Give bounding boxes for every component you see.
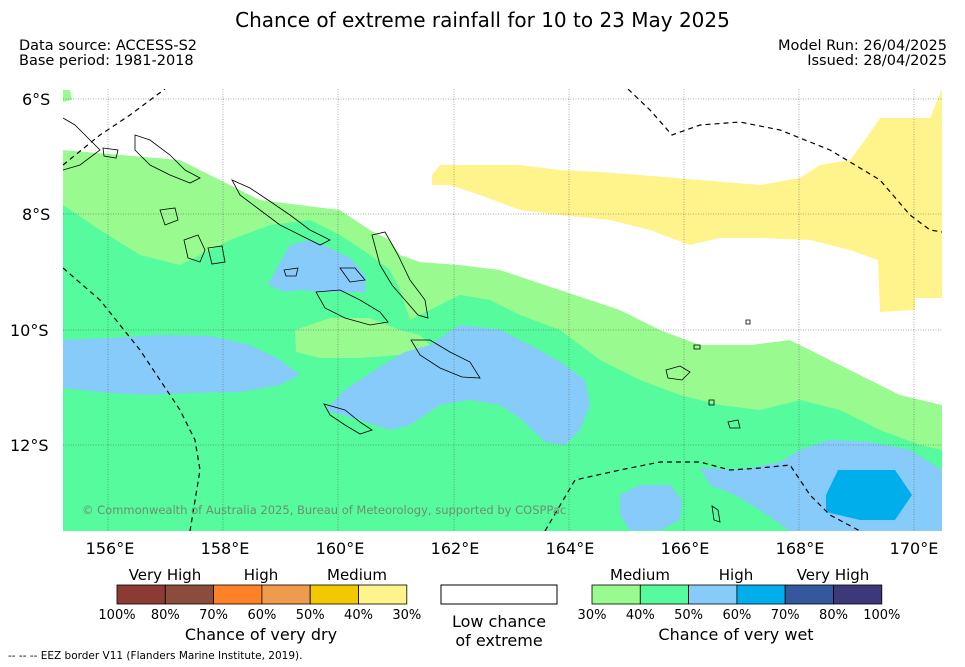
legend-wet-swatches (591, 584, 883, 605)
legend-dry-swatches (116, 584, 408, 605)
gridlines (63, 89, 942, 531)
data-source-text: Data source: ACCESS-S2 (19, 38, 198, 54)
legend-dry-cat-medium: Medium (327, 566, 387, 584)
lat-label-6s: 6°S (22, 90, 50, 109)
region-wet-medium-patch (295, 318, 430, 358)
legend-wet-caption: Chance of very wet (658, 625, 813, 644)
region-wet-blue-top (268, 240, 366, 292)
legend_wet-tick-label: 60% (722, 608, 751, 623)
legend_dry-swatch (164, 584, 215, 605)
lon-label-164e: 164°E (546, 539, 595, 558)
lon-label-166e: 166°E (661, 539, 710, 558)
eez-footer-note: -- -- -- EEZ border V11 (Flanders Marine… (8, 650, 303, 662)
legend_wet-swatch (639, 584, 689, 605)
legend_dry-tick-label: 60% (247, 608, 276, 623)
legend-wet-ticks: 30% 40% 50% 60% 70% 80% 100% (578, 608, 901, 623)
legend-low-swatch (440, 584, 558, 605)
legend_wet-tick-label: 30% (578, 608, 607, 623)
issued-text: Issued: 28/04/2025 (807, 53, 947, 69)
lon-label-170e: 170°E (890, 539, 939, 558)
region-low-top (63, 89, 942, 405)
map-plot-area: © Commonwealth of Australia 2025, Bureau… (63, 89, 942, 531)
legend_dry-tick-label: 100% (98, 608, 135, 623)
legend_dry-swatch (358, 584, 408, 605)
copyright-text: © Commonwealth of Australia 2025, Bureau… (82, 503, 566, 517)
lat-label-12s: 12°S (10, 436, 49, 455)
lon-label-156e: 156°E (86, 539, 135, 558)
legend-dry-ticks: 100% 80% 70% 60% 50% 40% 30% (98, 608, 421, 623)
legend-dry: Very High High Medium 100% 80% 70% 60% 50% 40… (98, 566, 421, 644)
legend_wet-tick-label: 50% (674, 608, 703, 623)
legend_dry-swatch (213, 584, 263, 605)
legend_wet-swatch (736, 584, 786, 605)
legend_wet-tick-label: 70% (771, 608, 800, 623)
legend-wet-cat-medium: Medium (610, 566, 670, 584)
legend_wet-swatch (833, 584, 883, 605)
legend_dry-tick-label: 80% (151, 608, 180, 623)
legend_dry-tick-label: 50% (296, 608, 325, 623)
legend-dry-caption: Chance of very dry (185, 625, 337, 644)
lon-label-168e: 168°E (776, 539, 825, 558)
legend-wet-cat-very-high: Very High (797, 566, 870, 584)
legend-wet-cat-high: High (719, 566, 753, 584)
region-dry-medium (432, 89, 942, 312)
legend-low-line2: of extreme (455, 631, 542, 650)
coastlines (63, 117, 751, 523)
base-period-text: Base period: 1981-2018 (19, 53, 194, 69)
legend_dry-tick-label: 40% (344, 608, 373, 623)
lon-label-158e: 158°E (201, 539, 250, 558)
legend_wet-swatch (591, 584, 641, 605)
legend_wet-swatch (784, 584, 834, 605)
lat-label-8s: 8°S (22, 205, 50, 224)
legend_dry-swatch (309, 584, 359, 605)
legend_dry-swatch (261, 584, 311, 605)
legend_dry-tick-label: 70% (199, 608, 228, 623)
map-title: Chance of extreme rainfall for 10 to 23 … (235, 8, 730, 32)
region-wet-blue-center (325, 325, 590, 445)
legend_dry-swatch (116, 584, 166, 605)
legend-low-line1: Low chance (452, 612, 546, 631)
meta-right: Model Run: 26/04/2025 Issued: 28/04/2025 (778, 39, 947, 69)
region-wet-blue-bottom (620, 485, 682, 530)
legend_wet-swatch (688, 584, 738, 605)
legend-wet: Medium High Very High 30% 40% 50% 60% 70% 80%… (578, 566, 901, 644)
legend-low: Low chance of extreme (440, 584, 558, 650)
lon-label-162e: 162°E (431, 539, 480, 558)
meta-left: Data source: ACCESS-S2 Base period: 1981… (19, 39, 197, 69)
model-run-text: Model Run: 26/04/2025 (777, 38, 947, 54)
lat-label-10s: 10°S (10, 321, 49, 340)
legend_dry-tick-label: 30% (392, 608, 421, 623)
region-wet-blue-left (63, 335, 300, 395)
legend-dry-cat-very-high: Very High (129, 566, 202, 584)
lon-labels: 156°E 158°E 160°E 162°E 164°E 166°E 168°… (86, 539, 939, 558)
region-wet-darkblue (826, 470, 912, 520)
legend_wet-tick-label: 100% (863, 608, 900, 623)
eez-borders (63, 89, 942, 531)
legend_wet-tick-label: 80% (819, 608, 848, 623)
lon-label-160e: 160°E (316, 539, 365, 558)
lat-labels: 6°S 8°S 10°S 12°S (10, 90, 50, 455)
legend-dry-cat-high: High (244, 566, 278, 584)
legend_wet-tick-label: 40% (626, 608, 655, 623)
